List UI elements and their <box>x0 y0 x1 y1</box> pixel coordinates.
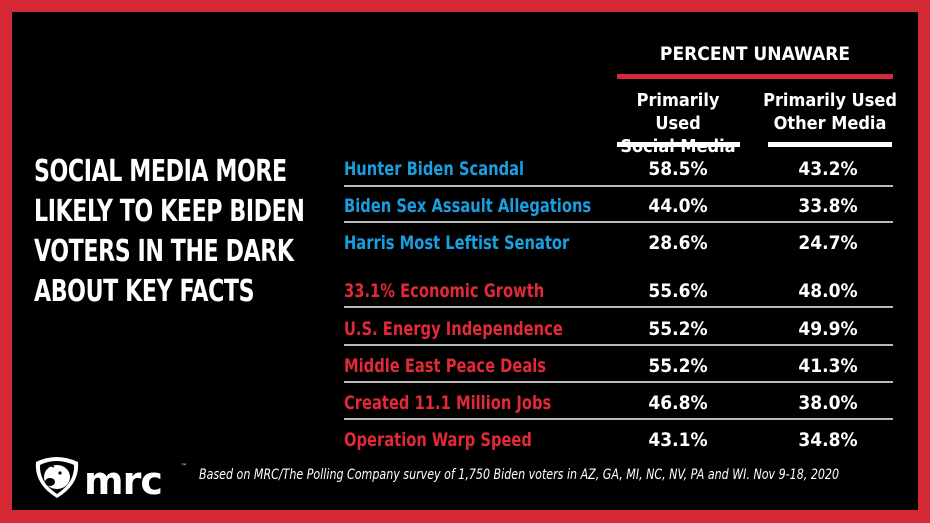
value-social-media: 55.6% <box>648 280 708 302</box>
value-other-media: 48.0% <box>798 280 858 302</box>
source-footnote: Based on MRC/The Polling Company survey … <box>199 467 840 483</box>
value-social-media: 55.2% <box>648 318 708 340</box>
row-divider <box>344 418 893 420</box>
column-header-line: Other Media <box>773 113 887 134</box>
headline: SOCIAL MEDIA MORE LIKELY TO KEEP BIDEN V… <box>34 152 305 312</box>
column-header-line: Primarily Used <box>763 90 897 111</box>
headline-line: LIKELY TO KEEP BIDEN <box>34 194 305 229</box>
table-row: 33.1% Economic Growth 55.6% 48.0% <box>344 274 893 310</box>
column-header-line: Primarily Used <box>636 90 720 134</box>
table-row: U.S. Energy Independence 55.2% 49.9% <box>344 312 893 348</box>
value-other-media: 34.8% <box>798 429 858 451</box>
table-row: Harris Most Leftist Senator 28.6% 24.7% <box>344 226 893 262</box>
mrc-wordmark: mrc <box>84 459 162 500</box>
table-row: Biden Sex Assault Allegations 44.0% 33.8% <box>344 189 893 225</box>
table-row: Created 11.1 Million Jobs 46.8% 38.0% <box>344 386 893 422</box>
row-divider <box>344 344 893 346</box>
value-social-media: 43.1% <box>648 429 708 451</box>
value-other-media: 33.8% <box>798 195 858 217</box>
column-header-other-media: Primarily Used Other Media <box>763 89 897 135</box>
bulldog-shield-icon <box>35 457 79 498</box>
trademark: ™ <box>181 463 187 470</box>
table-row: Hunter Biden Scandal 58.5% 43.2% <box>344 152 893 188</box>
value-social-media: 58.5% <box>648 158 708 180</box>
column-header-social-media: Primarily Used Social Media <box>612 89 744 158</box>
headline-line: ABOUT KEY FACTS <box>34 274 255 309</box>
mrc-logo: mrc ™ <box>35 457 187 500</box>
row-divider <box>344 306 893 308</box>
value-other-media: 38.0% <box>798 392 858 414</box>
value-other-media: 43.2% <box>798 158 858 180</box>
row-label: Middle East Peace Deals <box>344 355 547 377</box>
row-label: Operation Warp Speed <box>344 429 532 451</box>
header-red-rule <box>617 74 893 79</box>
percent-unaware-title: PERCENT UNAWARE <box>659 43 851 65</box>
value-social-media: 55.2% <box>648 355 708 377</box>
row-label: Harris Most Leftist Senator <box>344 232 570 254</box>
headline-line: SOCIAL MEDIA MORE <box>34 154 287 189</box>
value-other-media: 24.7% <box>798 232 858 254</box>
column-rule-social <box>617 142 740 147</box>
value-social-media: 28.6% <box>648 232 708 254</box>
row-label: Biden Sex Assault Allegations <box>344 195 592 217</box>
row-label: U.S. Energy Independence <box>344 318 563 340</box>
headline-line: VOTERS IN THE DARK <box>34 234 294 269</box>
value-social-media: 46.8% <box>648 392 708 414</box>
row-label: Created 11.1 Million Jobs <box>344 392 552 414</box>
row-label: Hunter Biden Scandal <box>344 158 525 180</box>
row-label: 33.1% Economic Growth <box>344 280 545 302</box>
value-social-media: 44.0% <box>648 195 708 217</box>
infographic-frame <box>12 12 918 510</box>
column-rule-other <box>768 142 892 147</box>
row-divider <box>344 185 893 187</box>
table-row: Operation Warp Speed 43.1% 34.8% <box>344 423 893 459</box>
row-divider <box>344 221 893 223</box>
value-other-media: 49.9% <box>798 318 858 340</box>
table-row: Middle East Peace Deals 55.2% 41.3% <box>344 349 893 385</box>
value-other-media: 41.3% <box>798 355 858 377</box>
row-divider <box>344 381 893 383</box>
